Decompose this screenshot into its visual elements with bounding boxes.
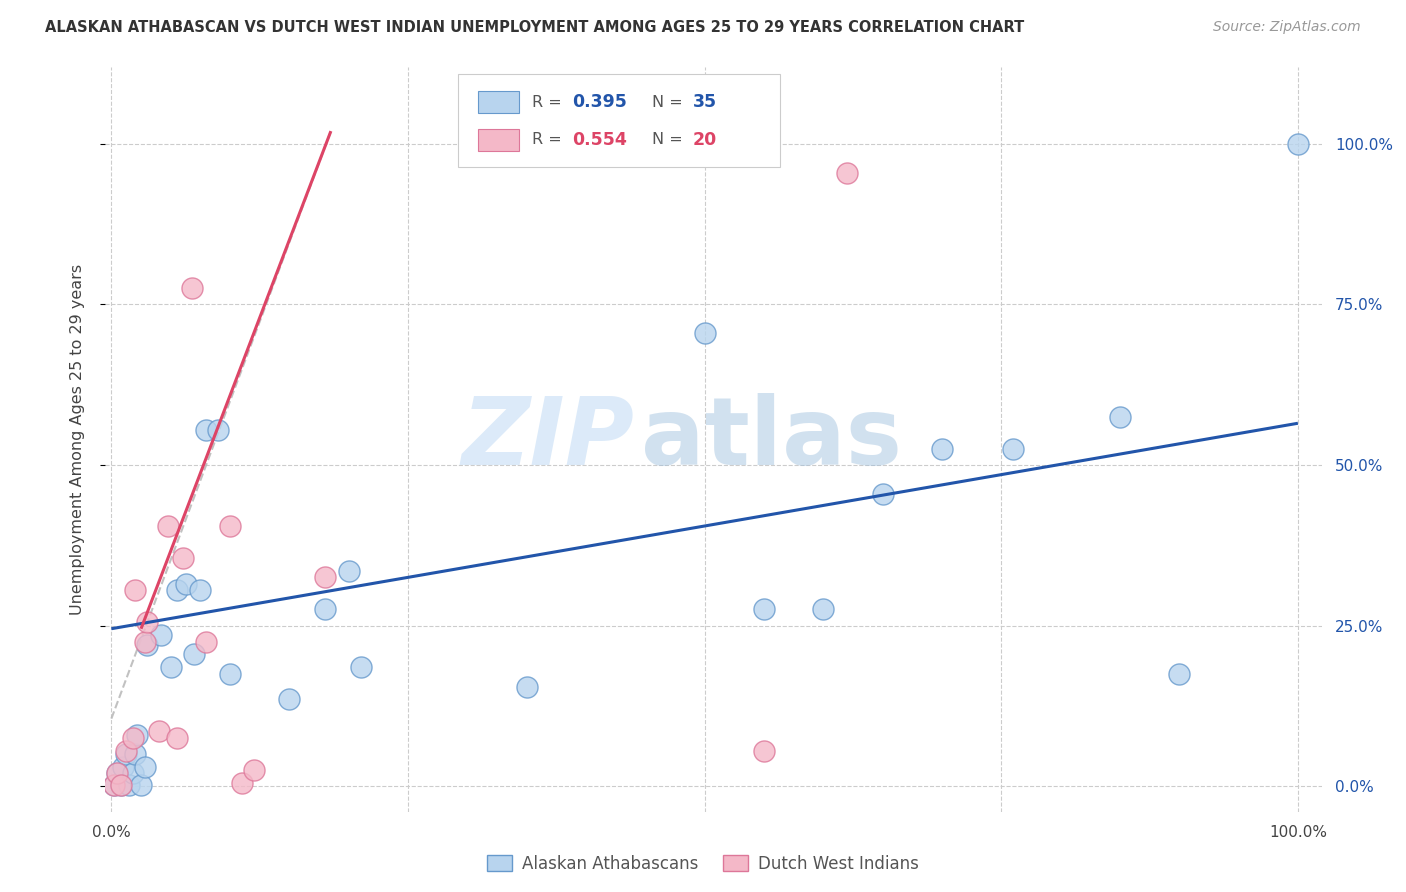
- Point: [157, 519, 180, 533]
- Point: [516, 680, 538, 694]
- Text: R =: R =: [533, 95, 567, 110]
- Text: 20: 20: [693, 131, 717, 149]
- Point: [752, 602, 775, 616]
- Text: atlas: atlas: [641, 393, 901, 485]
- Point: [835, 166, 858, 180]
- Point: [124, 747, 146, 761]
- Point: [134, 634, 156, 648]
- Point: [105, 766, 128, 780]
- FancyBboxPatch shape: [478, 91, 519, 113]
- Point: [1286, 136, 1309, 151]
- Point: [112, 760, 135, 774]
- Point: [118, 778, 141, 792]
- Point: [1002, 442, 1025, 456]
- Point: [314, 570, 336, 584]
- Point: [752, 744, 775, 758]
- Point: [314, 602, 336, 616]
- FancyBboxPatch shape: [478, 128, 519, 151]
- Point: [103, 778, 125, 792]
- Point: [219, 519, 242, 533]
- Text: N =: N =: [651, 132, 688, 147]
- Point: [103, 778, 125, 792]
- Point: [349, 660, 371, 674]
- Point: [124, 583, 146, 598]
- Point: [172, 551, 194, 566]
- Point: [337, 564, 360, 578]
- Text: ZIP: ZIP: [461, 393, 634, 485]
- Point: [207, 423, 229, 437]
- Point: [195, 634, 218, 648]
- Point: [174, 576, 197, 591]
- Text: Source: ZipAtlas.com: Source: ZipAtlas.com: [1213, 20, 1361, 34]
- Point: [166, 583, 188, 598]
- Point: [872, 487, 894, 501]
- Point: [110, 778, 132, 792]
- Point: [195, 423, 218, 437]
- Point: [931, 442, 953, 456]
- Point: [190, 583, 212, 598]
- Point: [114, 747, 136, 761]
- Point: [183, 648, 205, 662]
- Point: [1109, 409, 1132, 424]
- Point: [136, 638, 159, 652]
- Point: [121, 731, 143, 745]
- Text: R =: R =: [533, 132, 567, 147]
- Point: [278, 692, 301, 706]
- Legend: Alaskan Athabascans, Dutch West Indians: Alaskan Athabascans, Dutch West Indians: [481, 848, 925, 880]
- Point: [136, 615, 159, 630]
- Text: N =: N =: [651, 95, 688, 110]
- Point: [127, 728, 149, 742]
- Point: [148, 724, 170, 739]
- Point: [121, 766, 143, 780]
- Point: [231, 776, 253, 790]
- Point: [150, 628, 173, 642]
- Point: [181, 281, 204, 295]
- Point: [1168, 666, 1191, 681]
- Text: 0.554: 0.554: [572, 131, 627, 149]
- Text: 0.395: 0.395: [572, 93, 627, 112]
- Point: [129, 778, 152, 792]
- Point: [105, 766, 128, 780]
- FancyBboxPatch shape: [458, 74, 780, 168]
- Point: [219, 666, 242, 681]
- Point: [166, 731, 188, 745]
- Point: [813, 602, 835, 616]
- Text: ALASKAN ATHABASCAN VS DUTCH WEST INDIAN UNEMPLOYMENT AMONG AGES 25 TO 29 YEARS C: ALASKAN ATHABASCAN VS DUTCH WEST INDIAN …: [45, 20, 1024, 35]
- Y-axis label: Unemployment Among Ages 25 to 29 years: Unemployment Among Ages 25 to 29 years: [70, 264, 84, 615]
- Text: 35: 35: [693, 93, 717, 112]
- Point: [159, 660, 181, 674]
- Point: [693, 326, 716, 341]
- Point: [114, 744, 136, 758]
- Point: [134, 760, 156, 774]
- Point: [242, 763, 264, 777]
- Point: [110, 778, 132, 792]
